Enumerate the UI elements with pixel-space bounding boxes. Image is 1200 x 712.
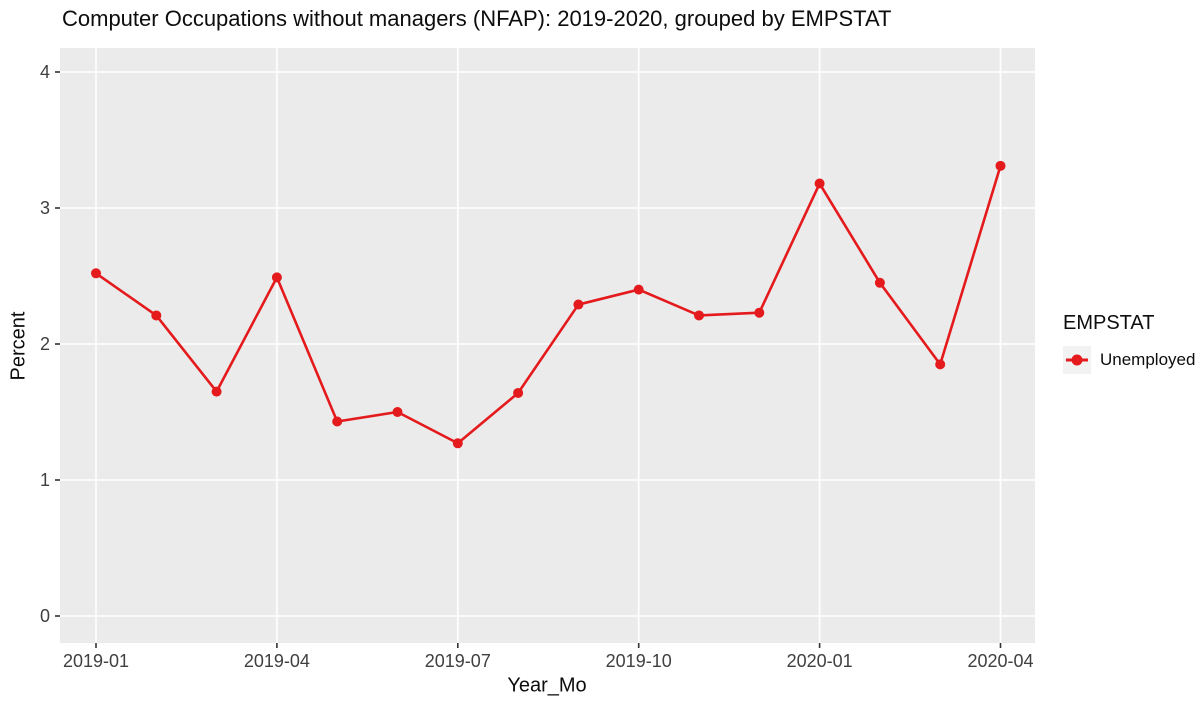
chart-title: Computer Occupations without managers (N… [62,6,892,31]
svg-text:2019-10: 2019-10 [606,651,672,671]
x-axis-label: Year_Mo [507,674,587,697]
svg-text:2019-04: 2019-04 [244,651,310,671]
svg-text:2: 2 [40,334,50,354]
svg-text:2019-07: 2019-07 [425,651,491,671]
svg-text:0: 0 [40,606,50,626]
legend-key-swatch [1063,346,1091,374]
svg-text:2020-04: 2020-04 [967,651,1033,671]
svg-text:2020-01: 2020-01 [787,651,853,671]
legend: EMPSTAT Unemployed [1063,312,1195,374]
svg-text:4: 4 [40,62,50,82]
legend-item-unemployed: Unemployed [1063,346,1195,374]
svg-text:1: 1 [40,470,50,490]
line-point-key-icon [1066,354,1088,366]
legend-title: EMPSTAT [1063,312,1155,334]
legend-item-label: Unemployed [1100,350,1196,369]
svg-text:3: 3 [40,198,50,218]
svg-text:2019-01: 2019-01 [63,651,129,671]
